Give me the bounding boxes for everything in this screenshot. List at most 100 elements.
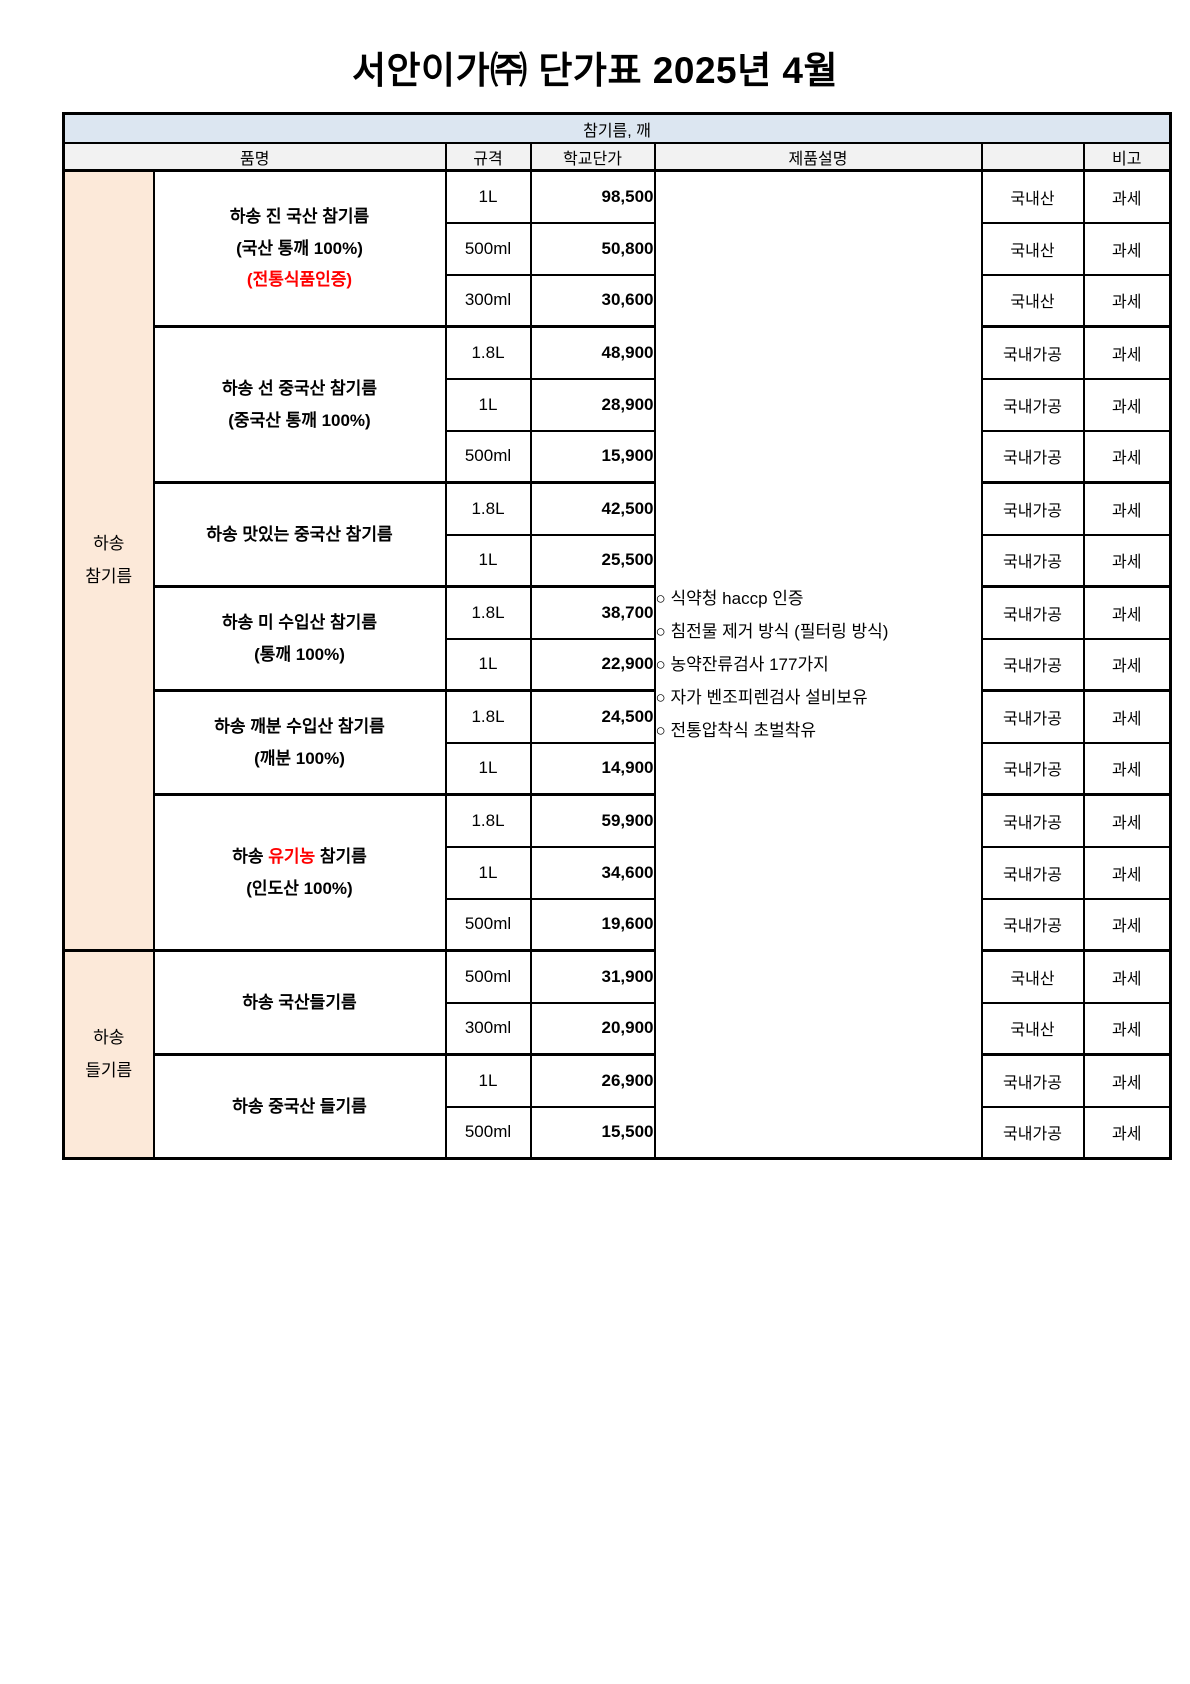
note-cell: 과세: [1082, 1053, 1172, 1108]
origin-cell: 국내산: [980, 221, 1085, 276]
origin-cell: 국내산: [980, 273, 1085, 328]
note-cell: 과세: [1082, 169, 1172, 224]
description-line: ○ 침전물 제거 방식 (필터링 방식): [655, 621, 889, 641]
spec-cell: 1L: [444, 637, 532, 692]
column-header-note: 비고: [1082, 142, 1172, 172]
note-cell: 과세: [1082, 481, 1172, 536]
price-cell: 19,600: [529, 897, 656, 952]
circle-bullet-icon: ○: [655, 588, 666, 608]
note-cell: 과세: [1082, 429, 1172, 484]
description-line: ○ 자가 벤조피렌검사 설비보유: [655, 688, 868, 708]
column-header-row: 품명 규격 학교단가 제품설명 비고: [62, 142, 1172, 172]
note-cell: 과세: [1082, 845, 1172, 900]
origin-cell: 국내가공: [980, 1053, 1085, 1108]
column-header-description: 제품설명: [653, 142, 983, 172]
note-cell: 과세: [1082, 273, 1172, 328]
column-header-price: 학교단가: [529, 142, 656, 172]
table-row: 하송 유기농 참기름 (인도산 100%) 1.8L 59,900 국내가공 과…: [64, 793, 1172, 952]
table-row: 500ml 50,800 국내산 과세: [64, 221, 1172, 276]
circle-bullet-icon: ○: [655, 621, 666, 641]
product-name-cell: 하송 깨분 수입산 참기름 (깨분 100%): [152, 689, 447, 796]
spec-cell: 1.8L: [444, 481, 532, 536]
price-cell: 15,500: [529, 1105, 656, 1160]
product-name-cell: 하송 국산들기름: [152, 949, 447, 1056]
origin-cell: 국내가공: [980, 637, 1085, 692]
origin-cell: 국내가공: [980, 845, 1085, 900]
section-header: 참기름, 깨: [62, 112, 1172, 144]
description-line: ○ 전통압착식 초벌착유: [655, 721, 817, 741]
spec-cell: 1.8L: [444, 793, 532, 848]
spec-cell: 1L: [444, 845, 532, 900]
note-cell: 과세: [1082, 689, 1172, 744]
spec-cell: 300ml: [444, 1001, 532, 1056]
note-cell: 과세: [1082, 1105, 1172, 1160]
spec-cell: 300ml: [444, 273, 532, 328]
origin-cell: 국내가공: [980, 585, 1085, 640]
table-row: 1L 28,900 국내가공 과세: [64, 377, 1172, 432]
table-row: 하송 미 수입산 참기름 (통깨 100%) 1.8L 38,700 국내가공 …: [64, 585, 1172, 692]
note-cell: 과세: [1082, 377, 1172, 432]
origin-cell: 국내가공: [980, 377, 1085, 432]
group-cell-perilla-oil: 하송 들기름: [62, 949, 155, 1160]
price-cell: 38,700: [529, 585, 656, 640]
table-row: 300ml 20,900 국내산 과세: [64, 1001, 1172, 1056]
origin-cell: 국내가공: [980, 689, 1085, 744]
page-title: 서안이가㈜ 단가표 2025년 4월: [351, 50, 839, 91]
price-cell: 14,900: [529, 741, 656, 796]
spec-cell: 500ml: [444, 1105, 532, 1160]
product-name-cell: 하송 미 수입산 참기름 (통깨 100%): [152, 585, 447, 692]
table-row: 하송 선 중국산 참기름 (중국산 통깨 100%) 1.8L 48,900 국…: [64, 325, 1172, 484]
origin-cell: 국내산: [980, 949, 1085, 1004]
spec-cell: 500ml: [444, 429, 532, 484]
origin-cell: 국내가공: [980, 429, 1085, 484]
origin-cell: 국내가공: [980, 1105, 1085, 1160]
table-row: 하송 맛있는 중국산 참기름 1.8L 42,500 국내가공 과세: [64, 481, 1172, 588]
price-cell: 30,600: [529, 273, 656, 328]
price-cell: 34,600: [529, 845, 656, 900]
price-cell: 22,900: [529, 637, 656, 692]
spec-cell: 1.8L: [444, 325, 532, 380]
price-cell: 20,900: [529, 1001, 656, 1056]
origin-cell: 국내산: [980, 1001, 1085, 1056]
spec-cell: 1L: [444, 169, 532, 224]
column-header-name: 품명: [62, 142, 447, 172]
price-cell: 50,800: [529, 221, 656, 276]
note-cell: 과세: [1082, 1001, 1172, 1056]
table-row: 500ml 19,600 국내가공 과세: [64, 897, 1172, 952]
spec-cell: 1.8L: [444, 689, 532, 744]
origin-cell: 국내가공: [980, 793, 1085, 848]
circle-bullet-icon: ○: [655, 654, 666, 674]
origin-cell: 국내가공: [980, 897, 1085, 952]
table-row: 하송 중국산 들기름 1L 26,900 국내가공 과세: [64, 1053, 1172, 1160]
table-row: 500ml 15,900 국내가공 과세: [64, 429, 1172, 484]
column-header-origin: [980, 142, 1085, 172]
note-cell: 과세: [1082, 325, 1172, 380]
table-row: 1L 34,600 국내가공 과세: [64, 845, 1172, 900]
origin-cell: 국내산: [980, 169, 1085, 224]
note-cell: 과세: [1082, 949, 1172, 1004]
price-table: 참기름, 깨 품명 규격 학교단가 제품설명 비고 하송 참기름 하송 진 국산…: [62, 112, 1173, 1160]
price-cell: 31,900: [529, 949, 656, 1004]
table-row: 1L 22,900 국내가공 과세: [64, 637, 1172, 692]
note-cell: 과세: [1082, 741, 1172, 796]
table-row: 1L 25,500 국내가공 과세: [64, 533, 1172, 588]
origin-cell: 국내가공: [980, 481, 1085, 536]
product-name-cell: 하송 유기농 참기름 (인도산 100%): [152, 793, 447, 952]
product-name-cell: 하송 선 중국산 참기름 (중국산 통깨 100%): [152, 325, 447, 484]
note-cell: 과세: [1082, 897, 1172, 952]
section-header-row: 참기름, 깨: [62, 112, 1172, 144]
note-cell: 과세: [1082, 533, 1172, 588]
description-line: ○ 농약잔류검사 177가지: [655, 654, 829, 674]
table-row: 하송 참기름 하송 진 국산 참기름 (국산 통깨 100%) (전통식품인증)…: [62, 169, 1172, 1160]
group-cell-sesame-oil: 하송 참기름: [62, 169, 155, 952]
spec-cell: 500ml: [444, 897, 532, 952]
note-cell: 과세: [1082, 585, 1172, 640]
origin-cell: 국내가공: [980, 533, 1085, 588]
spec-cell: 1L: [444, 1053, 532, 1108]
table-row: 1L 14,900 국내가공 과세: [64, 741, 1172, 796]
product-name-cell: 하송 진 국산 참기름 (국산 통깨 100%) (전통식품인증): [152, 169, 447, 328]
price-cell: 48,900: [529, 325, 656, 380]
origin-cell: 국내가공: [980, 325, 1085, 380]
circle-bullet-icon: ○: [655, 688, 666, 708]
